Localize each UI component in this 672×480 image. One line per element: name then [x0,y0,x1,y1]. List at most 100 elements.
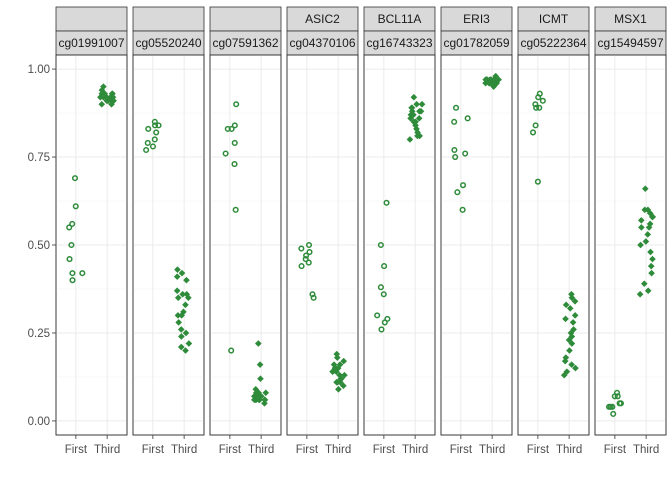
point-first [231,122,238,129]
point-third [645,224,653,231]
facet-panel-cg07591362: cg07591362 First Third [209,6,282,456]
x-tick-label: Third [94,444,120,456]
point-first [539,97,546,104]
point-first [79,270,86,277]
panel-border [594,54,667,436]
x-tick-label: First [219,444,242,456]
point-third [492,72,500,80]
point-first [231,161,238,168]
probe-strip-label: cg15494597 [597,36,663,50]
gene-strip-label: MSX1 [614,12,647,26]
point-third [414,132,421,140]
point-third [179,290,187,298]
panel-border [209,54,282,436]
y-tick-label: 0.50 [28,240,50,252]
point-third [413,100,421,108]
x-tick-label: First [142,444,165,456]
point-first [302,256,309,263]
point-first [305,259,312,266]
point-third [174,266,181,274]
x-tick-label: Third [556,444,582,456]
point-first [66,224,73,231]
probe-strip-label: cg04370106 [289,36,355,50]
point-first [381,319,388,326]
point-third [572,364,579,372]
point-first [614,393,621,400]
point-first [71,175,79,182]
probe-strip [440,30,513,56]
point-third [256,392,264,400]
point-first [459,182,467,189]
x-tick-label: First [296,444,319,456]
gene-strip [440,6,513,32]
point-third [649,255,656,263]
point-first [535,94,542,101]
point-third [642,238,650,245]
point-first [144,139,151,147]
x-tick-label: Third [479,444,505,456]
y-tick-label: 0.25 [28,328,50,340]
point-first [69,277,76,284]
point-first [149,143,157,150]
point-third [174,294,182,302]
point-third [566,347,573,354]
point-third [173,287,181,295]
point-first [69,270,76,277]
point-first [529,129,537,136]
point-third [256,361,264,369]
probe-strip-label: cg05222364 [520,36,586,50]
x-tick-label: Third [248,444,274,456]
facet-panel-cg01782059: ERI3 cg01782059 First Third [440,6,513,456]
point-third [644,206,652,214]
panel-border [440,54,513,436]
point-third [649,213,657,221]
point-third [175,319,183,326]
probe-strip-label: cg07591362 [212,36,278,50]
point-first [374,312,381,319]
gene-strip [209,6,282,32]
gene-strip-label: ASIC2 [305,12,340,26]
point-first [454,189,461,196]
point-first [66,256,73,263]
point-first [72,203,79,210]
point-third [254,340,262,347]
point-third [638,224,645,231]
point-first [616,400,623,407]
point-third [412,118,419,126]
x-tick-label: First [65,444,88,456]
point-third [571,311,579,319]
point-third [648,269,655,277]
point-third [182,347,189,354]
point-third [336,378,344,386]
point-first [610,410,617,417]
point-third [644,231,652,238]
facet-panel-cg05222364: ICMT cg05222364 First Third [517,6,590,456]
x-tick-label: First [450,444,473,456]
point-third [178,269,186,277]
probe-strip-label: cg01782059 [443,36,509,50]
probe-strip [55,30,128,56]
point-third [185,340,193,347]
facet-panel-cg01991007: cg01991007 First Third [55,6,128,456]
panel-border [55,54,128,436]
panel-border [132,54,205,436]
gene-strip-label: ICMT [539,12,569,26]
point-third [562,301,570,309]
point-first [611,393,618,400]
point-third [250,396,258,404]
point-first [298,245,305,252]
y-tick-label: 0.00 [28,416,50,428]
panel-border [517,54,590,436]
point-first [68,241,75,249]
gene-strip [363,6,436,32]
point-first [151,122,159,129]
point-third [331,364,339,372]
point-first [464,115,471,122]
point-first [536,104,543,111]
point-third [415,114,423,122]
probe-strip [517,30,590,56]
point-third [177,333,185,340]
point-third [262,389,270,397]
point-third [102,93,110,101]
